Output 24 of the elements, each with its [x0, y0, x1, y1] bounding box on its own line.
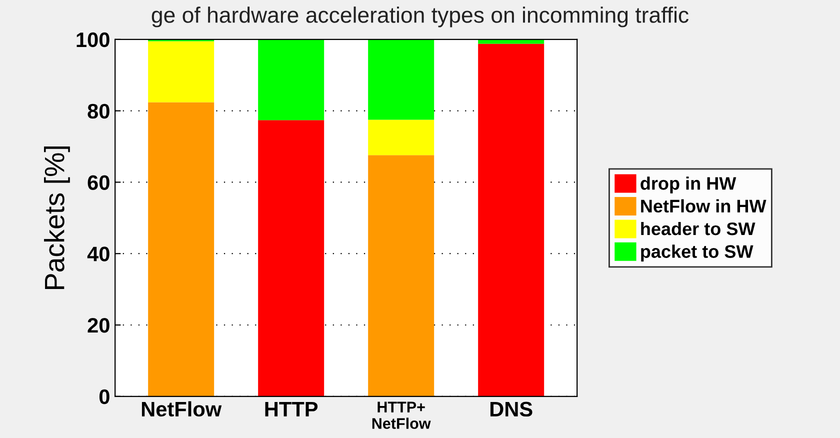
y-tick-label: 0 — [99, 389, 110, 404]
bar — [478, 44, 544, 396]
bar — [368, 155, 434, 396]
y-tick-label: 40 — [87, 246, 110, 262]
y-tick-label: 80 — [88, 104, 110, 119]
chart-title: ge of hardware acceleration types on incomming traffic — [152, 6, 689, 28]
y-tick-label: 20 — [88, 318, 110, 333]
legend-label: packet to SW — [641, 244, 754, 262]
x-tick-label: HTTP+ NetFlow — [372, 402, 431, 429]
bar — [148, 102, 214, 396]
bar — [258, 120, 324, 396]
x-tick-label: NetFlow — [142, 401, 222, 417]
y-axis-title: Packets [%] — [44, 146, 70, 289]
legend-label: NetFlow in HW — [641, 199, 766, 213]
bar — [148, 41, 214, 102]
x-tick-label: HTTP — [265, 402, 318, 416]
legend-label: drop in HW — [640, 176, 736, 194]
y-tick-label: 60 — [88, 175, 110, 190]
legend-label: header to SW — [641, 222, 756, 236]
x-tick-label: DNS — [490, 402, 532, 417]
bar — [258, 39, 324, 120]
bar — [368, 120, 434, 156]
bar — [368, 39, 434, 120]
y-tick-label: 100 — [76, 32, 110, 48]
